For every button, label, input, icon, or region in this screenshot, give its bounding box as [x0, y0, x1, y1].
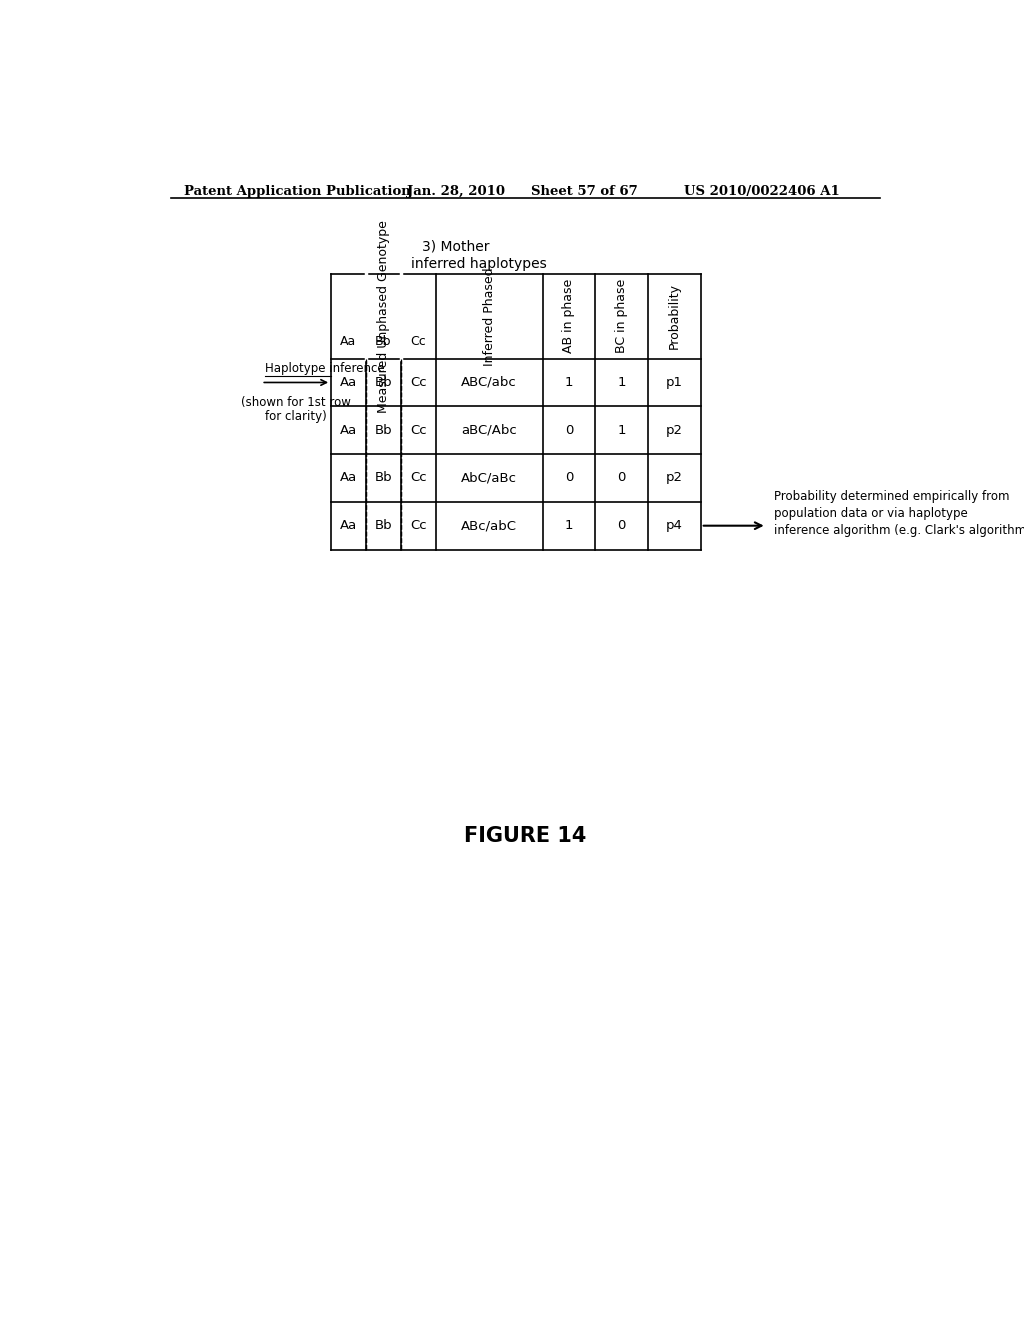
Text: population data or via haplotype: population data or via haplotype [774, 507, 968, 520]
Text: Bb: Bb [375, 335, 391, 348]
Text: 0: 0 [565, 424, 573, 437]
Text: p1: p1 [666, 376, 683, 389]
Text: 0: 0 [565, 471, 573, 484]
Text: inferred haplotypes: inferred haplotypes [411, 257, 547, 271]
Text: Bb: Bb [375, 376, 392, 389]
Text: p4: p4 [666, 519, 683, 532]
Text: ABc/abC: ABc/abC [461, 519, 517, 532]
Text: Aa: Aa [340, 471, 357, 484]
Text: BC in phase: BC in phase [615, 279, 628, 354]
Text: aBC/Abc: aBC/Abc [461, 424, 517, 437]
Text: (shown for 1st row: (shown for 1st row [242, 396, 351, 409]
Text: 1: 1 [564, 376, 573, 389]
Text: Inferred Phased: Inferred Phased [482, 267, 496, 366]
Text: AB in phase: AB in phase [562, 279, 575, 354]
Text: 1: 1 [617, 424, 626, 437]
Text: Aa: Aa [340, 376, 357, 389]
Text: Haplotype inference: Haplotype inference [265, 362, 385, 375]
Text: 1: 1 [564, 519, 573, 532]
Text: p2: p2 [666, 471, 683, 484]
Text: Bb: Bb [375, 424, 392, 437]
Text: for clarity): for clarity) [265, 411, 327, 424]
Text: US 2010/0022406 A1: US 2010/0022406 A1 [684, 185, 841, 198]
Text: Aa: Aa [340, 424, 357, 437]
Text: Aa: Aa [340, 335, 356, 348]
Text: Sheet 57 of 67: Sheet 57 of 67 [531, 185, 638, 198]
Text: Patent Application Publication: Patent Application Publication [183, 185, 411, 198]
Text: Measured Unphased Genotype: Measured Unphased Genotype [377, 220, 390, 413]
Text: Cc: Cc [410, 471, 427, 484]
Text: 0: 0 [617, 471, 626, 484]
Text: Probability determined empirically from: Probability determined empirically from [774, 490, 1010, 503]
Text: 1: 1 [617, 376, 626, 389]
Text: Jan. 28, 2010: Jan. 28, 2010 [407, 185, 505, 198]
Text: Aa: Aa [340, 519, 357, 532]
Text: Cc: Cc [410, 519, 427, 532]
Text: 0: 0 [617, 519, 626, 532]
Text: inference algorithm (e.g. Clark's algorithm): inference algorithm (e.g. Clark's algori… [774, 524, 1024, 537]
Text: AbC/aBc: AbC/aBc [461, 471, 517, 484]
Text: Cc: Cc [410, 376, 427, 389]
Text: Probability: Probability [668, 284, 681, 350]
Text: p2: p2 [666, 424, 683, 437]
Text: 3) Mother: 3) Mother [423, 239, 490, 253]
Text: FIGURE 14: FIGURE 14 [464, 826, 586, 846]
Text: Cc: Cc [411, 335, 426, 348]
Text: Bb: Bb [375, 471, 392, 484]
Text: Bb: Bb [375, 519, 392, 532]
Text: ABC/abc: ABC/abc [461, 376, 517, 389]
Text: Cc: Cc [410, 424, 427, 437]
